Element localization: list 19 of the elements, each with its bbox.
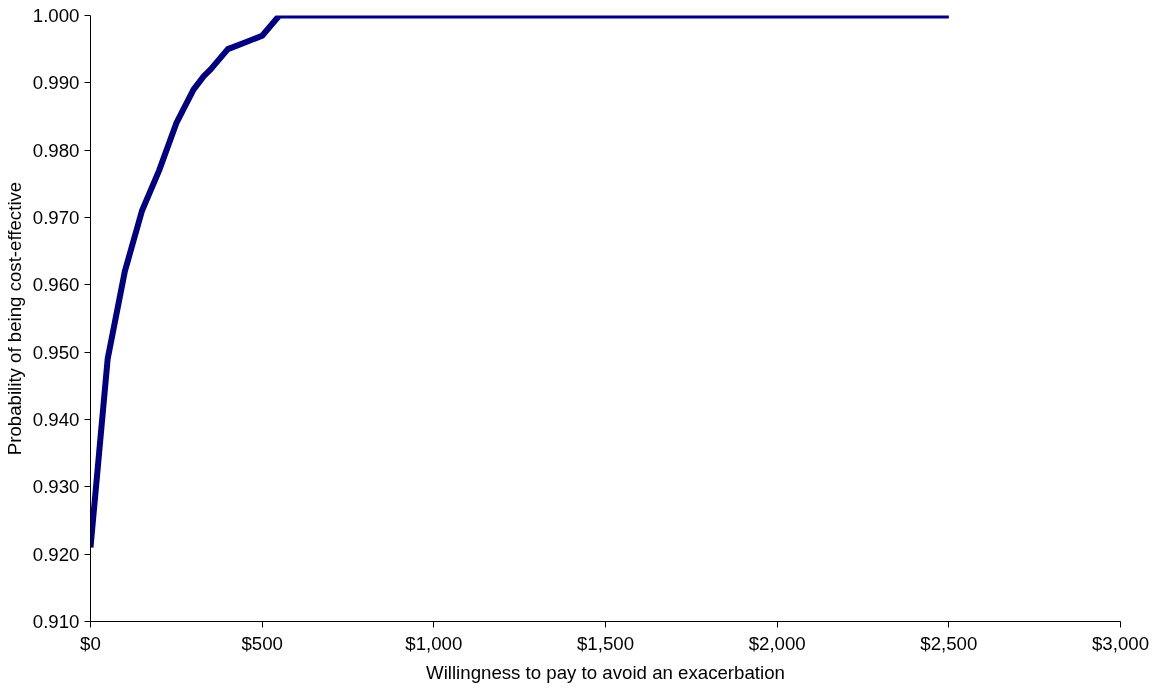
y-tick-label: 1.000 bbox=[32, 5, 80, 26]
x-tick-label: $2,000 bbox=[748, 632, 806, 654]
y-tick-label: 0.990 bbox=[32, 72, 80, 94]
x-tick-label: $0 bbox=[80, 632, 101, 654]
y-tick-label: 0.920 bbox=[32, 543, 80, 565]
y-tick-label: 0.950 bbox=[32, 341, 80, 363]
x-tick-label: $3,000 bbox=[1091, 632, 1150, 654]
x-tick-label: $500 bbox=[241, 632, 283, 654]
y-tick-label: 0.970 bbox=[32, 207, 80, 228]
y-tick-label: 0.960 bbox=[32, 274, 80, 296]
x-axis-title: Willingness to pay to avoid an exacerbation bbox=[426, 661, 785, 683]
x-tick-label: $2,500 bbox=[920, 632, 978, 654]
y-tick-label: 0.940 bbox=[32, 409, 80, 430]
x-tick-label: $1,000 bbox=[405, 632, 463, 654]
y-tick-label: 0.980 bbox=[32, 139, 80, 161]
x-tick-label: $1,500 bbox=[576, 632, 635, 654]
y-tick-label: 0.910 bbox=[32, 611, 80, 632]
y-tick-label: 0.930 bbox=[32, 476, 80, 498]
y-axis-title: Probability of being cost-effective bbox=[3, 181, 25, 456]
